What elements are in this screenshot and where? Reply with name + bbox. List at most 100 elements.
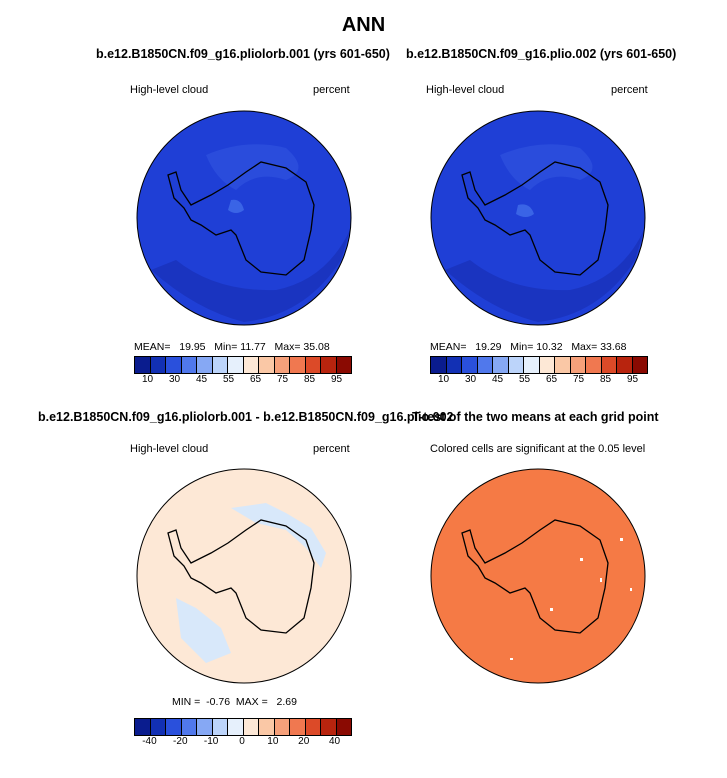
- colorbar-swatch: [212, 719, 228, 735]
- colorbar-swatch: [166, 719, 182, 735]
- colorbar-swatch: [150, 719, 166, 735]
- colorbar-tick-label: 55: [518, 374, 531, 385]
- colorbar-tick-label: -10: [203, 736, 219, 747]
- colorbar-swatch: [601, 357, 617, 373]
- panel2-variable-label: High-level cloud: [426, 84, 505, 96]
- colorbar-tick-label: 65: [545, 374, 558, 385]
- figure-title: ANN: [341, 14, 386, 36]
- panel1-colorbar: [134, 356, 352, 374]
- colorbar-swatch: [274, 719, 290, 735]
- colorbar-swatch: [166, 357, 182, 373]
- colorbar-swatch: [259, 357, 275, 373]
- panel1-dark-band: [151, 230, 350, 322]
- panel1-map: [136, 110, 352, 326]
- panel1-units-label: percent: [313, 84, 350, 96]
- colorbar-tick-label: -20: [173, 736, 188, 747]
- panel4-nonsig-cell: [630, 588, 632, 591]
- colorbar-swatch: [305, 357, 321, 373]
- colorbar-swatch: [617, 357, 633, 373]
- colorbar-swatch: [555, 357, 571, 373]
- panel4-coastline: [461, 519, 609, 634]
- panel3-positive-field: [137, 469, 351, 683]
- panel2-coastline: [461, 161, 609, 276]
- panel3-variable-label: High-level cloud: [130, 443, 209, 455]
- panel1-coastline: [167, 161, 315, 276]
- colorbar-tick-label: 55: [222, 374, 235, 385]
- colorbar-tick-label: 30: [168, 374, 181, 385]
- panel1-border: [136, 110, 352, 326]
- panel1-light-patch: [228, 199, 244, 213]
- colorbar-swatch: [524, 357, 540, 373]
- colorbar-swatch: [150, 357, 166, 373]
- colorbar-tick-label: 75: [276, 374, 289, 385]
- colorbar-swatch: [632, 357, 647, 373]
- panel4-caption: Colored cells are significant at the 0.0…: [430, 443, 646, 455]
- colorbar-tick-label: -40: [142, 736, 157, 747]
- panel4-nonsig-cell: [600, 578, 602, 582]
- colorbar-tick-label: 40: [329, 736, 341, 747]
- colorbar-swatch: [539, 357, 555, 373]
- panel4-nonsig-cell: [580, 558, 583, 561]
- panel3-map: [136, 468, 352, 684]
- colorbar-tick-label: 65: [249, 374, 262, 385]
- colorbar-tick-label: 10: [267, 736, 279, 747]
- colorbar-swatch: [508, 357, 524, 373]
- panel2-light-patch: [516, 204, 534, 217]
- colorbar-tick-label: 45: [491, 374, 504, 385]
- colorbar-tick-label: 30: [464, 374, 477, 385]
- colorbar-swatch: [570, 357, 586, 373]
- colorbar-swatch: [135, 719, 151, 735]
- colorbar-tick-label: 45: [195, 374, 208, 385]
- panel3-negative-patch-1: [231, 503, 326, 568]
- colorbar-swatch: [477, 357, 493, 373]
- colorbar-swatch: [321, 357, 337, 373]
- colorbar-swatch: [446, 357, 462, 373]
- colorbar-tick-label: 85: [599, 374, 612, 385]
- panel2-stats: MEAN= 19.29 Min= 10.32 Max= 33.68: [430, 341, 627, 353]
- panel2-units-label: percent: [611, 84, 648, 96]
- colorbar-tick-label: 20: [298, 736, 310, 747]
- panel3-title: b.e12.B1850CN.f09_g16.pliolorb.001 - b.e…: [38, 410, 454, 424]
- panel2-colorbar-ticks: 10 30 45 55 65 75 85 95: [430, 374, 646, 388]
- panel4-nonsig-cell: [510, 658, 513, 660]
- panel3-units-label: percent: [313, 443, 350, 455]
- colorbar-swatch: [274, 357, 290, 373]
- colorbar-tick-label: 95: [330, 374, 343, 385]
- panel3-colorbar-ticks: -40 -20 -10 0 10 20 40: [134, 736, 350, 750]
- panel4-nonsig-cell: [620, 538, 623, 541]
- colorbar-swatch: [228, 719, 244, 735]
- colorbar-tick-label: 75: [572, 374, 585, 385]
- colorbar-swatch: [431, 357, 447, 373]
- colorbar-tick-label: 85: [303, 374, 316, 385]
- colorbar-swatch: [212, 357, 228, 373]
- panel2-dark-band: [445, 230, 644, 322]
- colorbar-swatch: [197, 719, 213, 735]
- panel2-border: [430, 110, 646, 326]
- colorbar-tick-label: 10: [141, 374, 154, 385]
- panel4-border: [430, 468, 646, 684]
- colorbar-swatch: [197, 357, 213, 373]
- panel3-stats: MIN = -0.76 MAX = 2.69: [172, 696, 297, 708]
- colorbar-swatch: [135, 357, 151, 373]
- colorbar-swatch: [243, 357, 259, 373]
- panel3-negative-patch-2: [176, 598, 231, 663]
- colorbar-swatch: [336, 357, 351, 373]
- panel4-title: T-test of the two means at each grid poi…: [412, 410, 659, 424]
- panel1-stats: MEAN= 19.95 Min= 11.77 Max= 35.08: [134, 341, 330, 353]
- colorbar-swatch: [181, 357, 197, 373]
- colorbar-swatch: [243, 719, 259, 735]
- colorbar-swatch: [228, 357, 244, 373]
- panel3-border: [136, 468, 352, 684]
- colorbar-swatch: [462, 357, 478, 373]
- panel2-map: [430, 110, 646, 326]
- panel3-colorbar: [134, 718, 352, 736]
- panel1-title: b.e12.B1850CN.f09_g16.pliolorb.001 (yrs …: [96, 47, 390, 61]
- panel2-title: b.e12.B1850CN.f09_g16.plio.002 (yrs 601-…: [406, 47, 677, 61]
- colorbar-swatch: [290, 719, 306, 735]
- panel3-coastline: [167, 519, 315, 634]
- colorbar-swatch: [290, 357, 306, 373]
- panel4-nonsig-cell: [550, 608, 553, 611]
- colorbar-tick-label: 10: [437, 374, 450, 385]
- panel1-colorbar-ticks: 10 30 45 55 65 75 85 95: [134, 374, 350, 388]
- panel1-variable-label: High-level cloud: [130, 84, 209, 96]
